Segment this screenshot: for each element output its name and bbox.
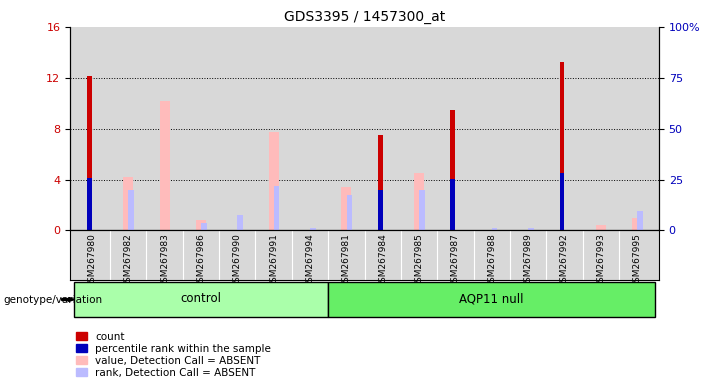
Bar [87,76,92,230]
Bar [346,195,352,230]
Bar [196,220,206,230]
Text: GSM267993: GSM267993 [597,233,605,288]
Bar [378,190,383,230]
Bar [310,228,315,230]
Bar [328,282,655,317]
Bar [596,225,606,230]
Bar [492,228,498,230]
Text: AQP11 null: AQP11 null [459,292,524,305]
Bar [201,223,207,230]
Bar [341,187,351,230]
Bar [451,109,455,230]
Bar [128,190,134,230]
Text: GSM267994: GSM267994 [306,233,315,288]
Bar [451,179,455,230]
Bar [74,282,328,317]
Legend: count, percentile rank within the sample, value, Detection Call = ABSENT, rank, : count, percentile rank within the sample… [75,331,272,379]
Text: genotype/variation: genotype/variation [4,295,102,305]
Bar [238,215,243,230]
Text: GSM267980: GSM267980 [88,233,97,288]
Bar [419,190,425,230]
Bar [160,101,170,230]
Text: GSM267984: GSM267984 [379,233,387,288]
Text: GSM267982: GSM267982 [124,233,132,288]
Text: GSM267990: GSM267990 [233,233,242,288]
Text: GSM267986: GSM267986 [196,233,205,288]
Text: GSM267987: GSM267987 [451,233,460,288]
Text: GSM267981: GSM267981 [342,233,350,288]
Bar [529,228,533,230]
Bar [414,173,424,230]
Text: GSM267995: GSM267995 [632,233,641,288]
Text: GSM267988: GSM267988 [487,233,496,288]
Text: GSM267989: GSM267989 [524,233,533,288]
Bar [632,218,642,230]
Bar [123,177,133,230]
Bar [268,132,279,230]
Bar [274,186,279,230]
Text: GSM267991: GSM267991 [269,233,278,288]
Bar [87,178,92,230]
Bar [637,211,643,230]
Text: GSM267983: GSM267983 [160,233,169,288]
Text: control: control [180,292,222,305]
Text: GSM267992: GSM267992 [560,233,569,288]
Bar [378,135,383,230]
Bar [559,63,564,230]
Title: GDS3395 / 1457300_at: GDS3395 / 1457300_at [284,10,445,25]
Bar [559,173,564,230]
Text: GSM267985: GSM267985 [414,233,423,288]
